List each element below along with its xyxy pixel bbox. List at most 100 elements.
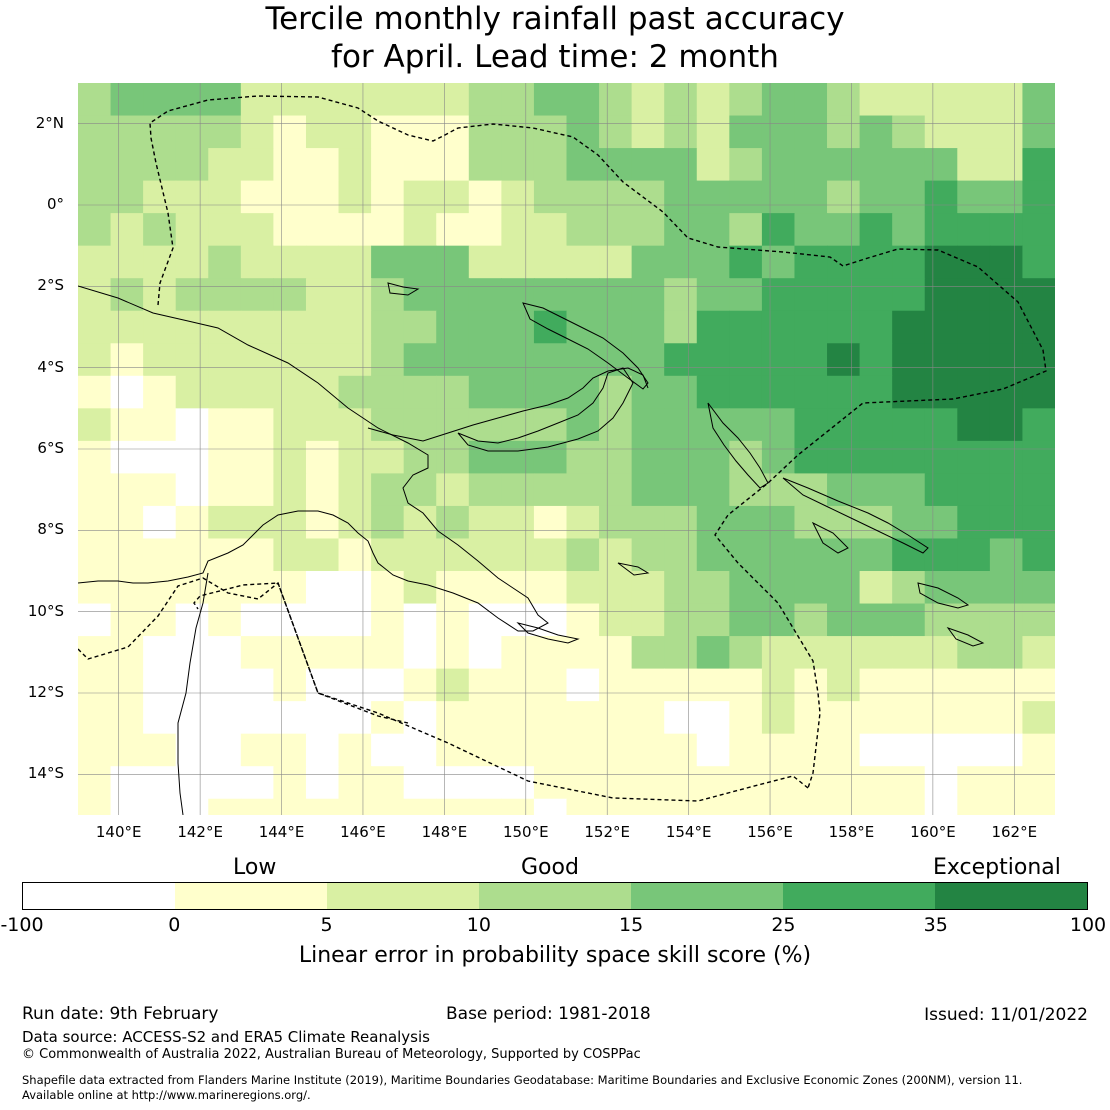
skill-cell [827, 571, 861, 605]
skill-cell [696, 701, 730, 735]
skill-cell [143, 505, 177, 540]
skill-cell [338, 115, 372, 149]
skill-cell [924, 766, 958, 800]
skill-cell [273, 538, 307, 572]
skill-cell [305, 213, 340, 247]
skill-cell [468, 798, 502, 815]
skill-cell [338, 310, 372, 344]
skill-cell [1022, 636, 1055, 670]
skill-cell [110, 343, 144, 377]
skill-cell [794, 115, 828, 149]
skill-cell [761, 766, 796, 800]
skill-cell [533, 245, 568, 279]
latitude-label: 8°S [37, 520, 64, 539]
skill-cell [371, 571, 405, 605]
skill-cell [533, 538, 568, 572]
skill-cell [794, 733, 828, 767]
skill-cell [957, 636, 991, 670]
skill-cell [827, 408, 861, 442]
skill-cell [566, 636, 600, 670]
skill-cell [501, 115, 535, 149]
skill-cell [827, 83, 861, 117]
map-title: Tercile monthly rainfall past accuracy f… [0, 0, 1110, 76]
skill-cell [371, 538, 405, 572]
skill-cell [989, 766, 1024, 800]
skill-cell [468, 571, 502, 605]
latitude-label: 6°S [37, 439, 64, 457]
skill-cell [1022, 571, 1055, 605]
skill-cell [794, 505, 828, 540]
skill-cell [110, 798, 144, 815]
skill-cell [794, 148, 828, 182]
skill-cell [696, 213, 730, 247]
skill-cell [78, 473, 112, 507]
skill-cell [827, 343, 861, 377]
skill-cell [468, 473, 502, 507]
skill-cell [859, 733, 893, 767]
skill-cell [566, 375, 600, 409]
skill-cell [631, 115, 665, 149]
skill-cell [599, 571, 633, 605]
skill-cell [827, 603, 861, 637]
skill-cell [827, 668, 861, 702]
skill-cell [110, 213, 144, 247]
skill-cell [827, 733, 861, 767]
skill-cell [664, 668, 698, 702]
longitude-label: 144°E [258, 823, 305, 841]
skill-cell [957, 148, 991, 182]
skill-cell [143, 440, 177, 474]
skill-cell [403, 180, 437, 214]
skill-cell [208, 343, 242, 377]
data-source: Data source: ACCESS-S2 and ERA5 Climate … [22, 1028, 430, 1046]
colorbar-tick-label: 5 [320, 914, 333, 936]
title-line-1: Tercile monthly rainfall past accuracy [265, 1, 845, 37]
skill-cell [175, 148, 209, 182]
longitude-label: 140°E [95, 823, 142, 841]
colorbar-segment [23, 883, 175, 909]
skill-cell [110, 473, 144, 507]
skill-cell [208, 148, 242, 182]
skill-cell [859, 571, 893, 605]
skill-cell [729, 115, 763, 149]
longitude-label: 158°E [828, 823, 875, 841]
skill-cell [240, 213, 274, 247]
skill-cell [273, 636, 307, 670]
skill-cell [501, 310, 535, 344]
colorbar-segment [175, 883, 327, 909]
skill-cell [924, 636, 958, 670]
skill-cell [794, 701, 828, 735]
skill-cell [78, 213, 112, 247]
skill-cell [208, 603, 242, 637]
skill-cell [631, 668, 665, 702]
skill-cell [110, 115, 144, 149]
skill-cell [208, 701, 242, 735]
skill-cell [273, 408, 307, 442]
skill-cell [78, 538, 112, 572]
skill-cell [338, 180, 372, 214]
skill-cell [729, 668, 763, 702]
skill-cell [761, 505, 796, 540]
skill-cell [338, 733, 372, 767]
skill-cell [338, 668, 372, 702]
skill-cell [403, 603, 437, 637]
skill-cell [305, 278, 340, 312]
skill-cell [78, 571, 112, 605]
skill-cell [208, 733, 242, 767]
skill-cell [175, 636, 209, 670]
skill-cell [1022, 440, 1055, 474]
skill-cell [924, 505, 958, 540]
colorbar-tick-label: 35 [923, 914, 948, 936]
skill-cell [631, 473, 665, 507]
skill-cell [305, 148, 340, 182]
skill-cell [859, 766, 893, 800]
skill-cell [273, 733, 307, 767]
skill-cell [403, 83, 437, 117]
skill-cell [501, 473, 535, 507]
skill-cell [240, 505, 274, 540]
skill-cell [305, 115, 340, 149]
skill-cell [989, 213, 1024, 247]
skill-cell [403, 408, 437, 442]
skill-cell [371, 603, 405, 637]
skill-cell [175, 505, 209, 540]
skill-cell [599, 115, 633, 149]
